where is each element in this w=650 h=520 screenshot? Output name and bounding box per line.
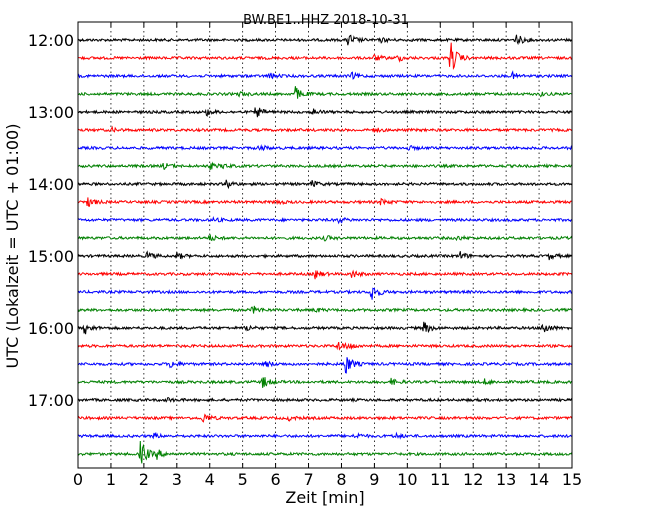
trace-line (77, 216, 573, 225)
x-tick-label: 1 (106, 470, 116, 489)
trace-line (77, 287, 573, 300)
x-tick-label: 11 (430, 470, 450, 489)
x-tick-label: 3 (172, 470, 182, 489)
trace-line (77, 86, 573, 99)
x-tick-label: 14 (529, 470, 549, 489)
y-tick-label: 13:00 (28, 103, 74, 122)
trace-line (77, 357, 573, 374)
y-tick-label: 12:00 (28, 31, 74, 50)
y-tick-label: 15:00 (28, 247, 74, 266)
trace-line (78, 397, 573, 404)
trace-line (77, 431, 573, 440)
trace-line (77, 413, 573, 423)
x-tick-label: 6 (271, 470, 281, 489)
x-tick-label: 10 (397, 470, 417, 489)
x-axis-label: Zeit [min] (285, 488, 364, 507)
y-ticks: 12:00 13:00 14:00 15:00 16:00 17:00 (28, 31, 572, 410)
trace-line (77, 143, 573, 152)
trace-line (77, 197, 573, 207)
trace-line (77, 341, 573, 351)
x-tick-label: 0 (73, 470, 83, 489)
trace-line (77, 42, 573, 71)
trace-line (77, 34, 572, 46)
trace-line (77, 440, 573, 464)
trace-line (77, 377, 573, 388)
trace-line (77, 179, 573, 190)
trace-line (77, 305, 573, 314)
x-tick-label: 15 (562, 470, 582, 489)
trace-line (77, 70, 573, 80)
chart-title: BW.BE1..HHZ 2018-10-31 (243, 13, 409, 28)
y-tick-label: 16:00 (28, 319, 74, 338)
x-tick-label: 5 (238, 470, 248, 489)
trace-line (77, 125, 573, 133)
x-tick-label: 13 (496, 470, 516, 489)
x-tick-label: 9 (369, 470, 379, 489)
y-axis-label: UTC (Lokalzeit = UTC + 01:00) (3, 124, 22, 369)
x-tick-label: 4 (205, 470, 215, 489)
trace-line (77, 321, 573, 335)
trace-line (77, 269, 573, 280)
trace-line (77, 161, 573, 171)
x-ticks: 0 1 2 3 4 5 6 7 8 9 10 11 12 13 14 15 (73, 22, 582, 489)
x-tick-label: 2 (139, 470, 149, 489)
trace-line (77, 234, 573, 242)
plot-frame (77, 21, 573, 469)
x-tick-label: 7 (303, 470, 313, 489)
x-tick-label: 12 (463, 470, 483, 489)
y-tick-label: 17:00 (28, 391, 74, 410)
trace-line (77, 250, 573, 261)
trace-line (77, 107, 573, 118)
traces (77, 34, 573, 464)
y-tick-label: 14:00 (28, 175, 74, 194)
x-tick-label: 8 (336, 470, 346, 489)
